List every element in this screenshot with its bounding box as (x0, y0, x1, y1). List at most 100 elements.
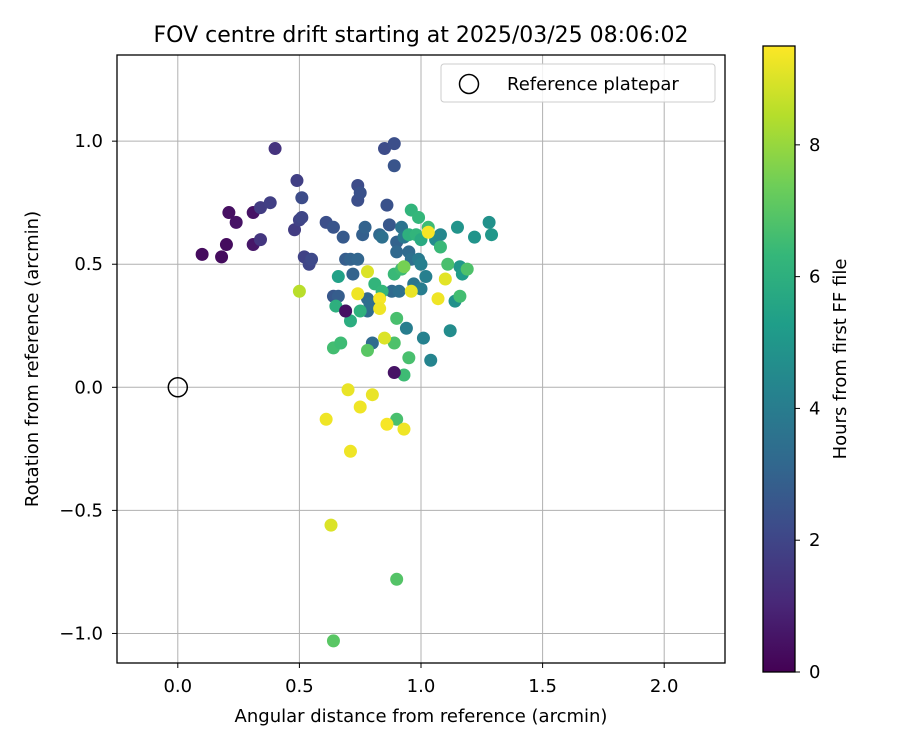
data-point (360, 265, 374, 279)
x-axis: 0.0 0.5 1.0 1.5 2.0 (163, 663, 679, 697)
data-point (290, 174, 304, 188)
data-point (351, 287, 365, 301)
data-point (305, 252, 319, 266)
data-point (373, 302, 387, 316)
data-point (253, 233, 267, 247)
grid-lines (117, 55, 725, 663)
data-point (331, 289, 345, 303)
data-point (387, 366, 401, 380)
data-point (253, 201, 267, 215)
data-point (390, 311, 404, 325)
data-point (485, 228, 499, 242)
x-tick-label: 0.0 (163, 676, 192, 697)
data-point (373, 292, 387, 306)
data-point (219, 238, 233, 252)
colorbar-label: Hours from first FF file (830, 259, 851, 460)
data-point (390, 412, 404, 426)
data-point (443, 324, 457, 338)
colorbar-ticks: 0 2 4 6 8 (795, 135, 820, 683)
data-points (195, 137, 499, 648)
x-tick-label: 1.0 (407, 676, 436, 697)
y-tick-label: 0.0 (74, 377, 103, 398)
data-point (412, 210, 426, 224)
data-point (268, 142, 282, 156)
data-point (382, 218, 396, 232)
data-point (351, 252, 365, 266)
data-point (460, 262, 474, 276)
data-point (331, 270, 345, 284)
colorbar: 0 2 4 6 8 Hours from first FF file (762, 45, 851, 683)
colorbar-tick-label: 8 (809, 135, 820, 156)
data-point (416, 331, 430, 345)
data-point (336, 230, 350, 244)
data-point (353, 400, 367, 414)
data-point (441, 257, 455, 271)
data-point (380, 417, 394, 431)
data-point (222, 206, 236, 220)
data-point (353, 304, 367, 318)
data-point (358, 220, 372, 234)
data-point (346, 267, 360, 281)
data-point (397, 422, 411, 436)
x-tick-label: 2.0 (650, 676, 679, 697)
data-point (402, 351, 416, 365)
colorbar-tick-label: 6 (809, 267, 820, 288)
data-point (319, 412, 333, 426)
legend-label: Reference platepar (507, 74, 679, 95)
data-point (387, 336, 401, 350)
data-point (438, 272, 452, 286)
y-axis: −1.0 −0.5 0.0 0.5 1.0 (59, 131, 117, 644)
data-point (397, 368, 411, 382)
data-point (399, 321, 413, 335)
data-point (339, 304, 353, 318)
data-point (324, 518, 338, 532)
data-point (195, 247, 209, 261)
data-point (353, 186, 367, 200)
data-point (468, 230, 482, 244)
data-point (414, 282, 428, 296)
data-point (326, 220, 340, 234)
x-axis-label: Angular distance from reference (arcmin) (235, 706, 608, 727)
data-point (450, 220, 464, 234)
data-point (363, 297, 377, 311)
data-point (397, 260, 411, 274)
data-point (292, 284, 306, 298)
data-point (378, 331, 392, 345)
data-point (288, 223, 302, 237)
x-tick-label: 0.5 (285, 676, 314, 697)
data-point (390, 572, 404, 586)
y-tick-label: −1.0 (59, 623, 103, 644)
data-point (390, 245, 404, 259)
data-point (380, 198, 394, 212)
data-point (343, 444, 357, 458)
legend-box (440, 63, 716, 103)
data-point (295, 210, 309, 224)
data-point (215, 250, 229, 264)
y-tick-label: −0.5 (59, 500, 103, 521)
data-point (263, 196, 277, 210)
data-point (404, 284, 418, 298)
y-tick-label: 1.0 (74, 131, 103, 152)
data-point (421, 225, 435, 239)
data-point (343, 314, 357, 328)
data-point (482, 215, 496, 229)
colorbar-tick-label: 0 (809, 662, 820, 683)
data-point (431, 292, 445, 306)
legend: Reference platepar (440, 63, 716, 103)
data-point (433, 240, 447, 254)
data-point (453, 289, 467, 303)
data-point (365, 388, 379, 402)
data-point (424, 353, 438, 367)
data-point (392, 284, 406, 298)
data-point (375, 230, 389, 244)
data-point (360, 343, 374, 357)
data-point (229, 215, 243, 229)
data-point (334, 336, 348, 350)
legend-marker-icon (458, 73, 480, 95)
y-tick-label: 0.5 (74, 254, 103, 275)
colorbar-gradient (762, 45, 796, 673)
data-point (341, 383, 355, 397)
colorbar-tick-label: 4 (809, 398, 820, 419)
data-point (433, 228, 447, 242)
